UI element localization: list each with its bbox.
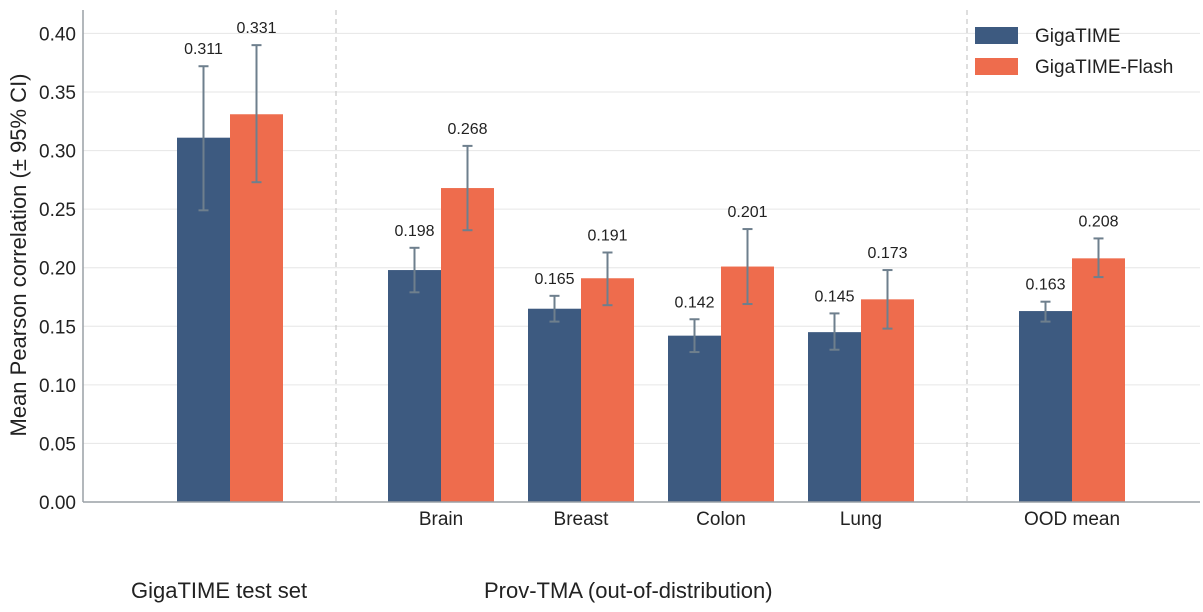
error-bar bbox=[742, 228, 753, 306]
x-tick-label: Breast bbox=[554, 509, 610, 530]
y-tick-label: 0.15 bbox=[39, 317, 76, 338]
value-label: 0.163 bbox=[1025, 277, 1065, 294]
y-tick-label: 0.25 bbox=[39, 200, 76, 221]
x-tick-label: Lung bbox=[840, 509, 882, 530]
error-bar bbox=[689, 318, 700, 354]
value-label: 0.191 bbox=[587, 227, 627, 244]
x-tick-labels: Brain Breast Colon Lung OOD mean bbox=[419, 509, 1120, 530]
error-bar bbox=[462, 144, 473, 232]
x-tick-label: OOD mean bbox=[1024, 509, 1120, 530]
y-tick-label: 0.05 bbox=[39, 434, 76, 455]
y-axis-label: Mean Pearson correlation (± 95% CI) bbox=[6, 73, 31, 436]
error-bar bbox=[409, 246, 420, 294]
bar bbox=[1072, 258, 1125, 502]
error-bar bbox=[1093, 237, 1104, 279]
bar bbox=[808, 332, 861, 502]
legend-label: GigaTIME-Flash bbox=[1035, 57, 1173, 78]
x-tick-label: Colon bbox=[696, 509, 746, 530]
error-bar bbox=[251, 44, 262, 184]
value-label: 0.142 bbox=[674, 294, 714, 311]
error-bar bbox=[882, 269, 893, 330]
error-bars bbox=[198, 44, 1104, 354]
y-tick-label: 0.00 bbox=[39, 493, 76, 514]
y-tick-label: 0.10 bbox=[39, 376, 76, 397]
y-tick-labels: 0.00 0.05 0.10 0.15 0.20 0.25 0.30 0.35 0.40 bbox=[39, 24, 76, 514]
value-label: 0.201 bbox=[727, 204, 767, 221]
error-bar bbox=[1040, 300, 1051, 323]
legend: GigaTIME GigaTIME-Flash bbox=[975, 26, 1173, 78]
value-label: 0.165 bbox=[534, 271, 574, 288]
error-bar bbox=[198, 65, 209, 212]
y-tick-label: 0.30 bbox=[39, 142, 76, 163]
bar bbox=[1019, 311, 1072, 502]
value-labels: 0.311 0.198 0.165 0.142 0.145 0.163 0.331 0.268… bbox=[184, 20, 1119, 311]
bar bbox=[581, 278, 634, 502]
bar bbox=[861, 299, 914, 502]
bar bbox=[441, 188, 494, 503]
value-label: 0.268 bbox=[447, 121, 487, 138]
error-bar bbox=[602, 251, 613, 307]
legend-item: GigaTIME bbox=[975, 26, 1121, 47]
value-label: 0.331 bbox=[236, 20, 276, 37]
bar bbox=[668, 335, 721, 502]
bar bbox=[388, 270, 441, 502]
y-tick-label: 0.20 bbox=[39, 259, 76, 280]
bars bbox=[177, 114, 1125, 503]
value-label: 0.198 bbox=[394, 223, 434, 240]
error-bar bbox=[829, 312, 840, 351]
value-label: 0.173 bbox=[867, 245, 907, 262]
y-tick-label: 0.40 bbox=[39, 24, 76, 45]
axes bbox=[82, 10, 1200, 503]
group-label-test-set: GigaTIME test set bbox=[131, 578, 308, 603]
group-label-prov-tma: Prov-TMA (out-of-distribution) bbox=[484, 578, 773, 603]
error-bar bbox=[549, 294, 560, 323]
value-label: 0.145 bbox=[814, 288, 854, 305]
y-tick-label: 0.35 bbox=[39, 83, 76, 104]
value-label: 0.311 bbox=[184, 41, 223, 58]
legend-swatch bbox=[975, 27, 1018, 44]
group-separators bbox=[335, 10, 968, 502]
legend-swatch bbox=[975, 58, 1018, 75]
legend-item: GigaTIME-Flash bbox=[975, 57, 1173, 78]
x-tick-label: Brain bbox=[419, 509, 463, 530]
bar bbox=[721, 266, 774, 502]
legend-label: GigaTIME bbox=[1035, 26, 1121, 47]
value-label: 0.208 bbox=[1078, 213, 1118, 230]
bar bbox=[528, 308, 581, 502]
